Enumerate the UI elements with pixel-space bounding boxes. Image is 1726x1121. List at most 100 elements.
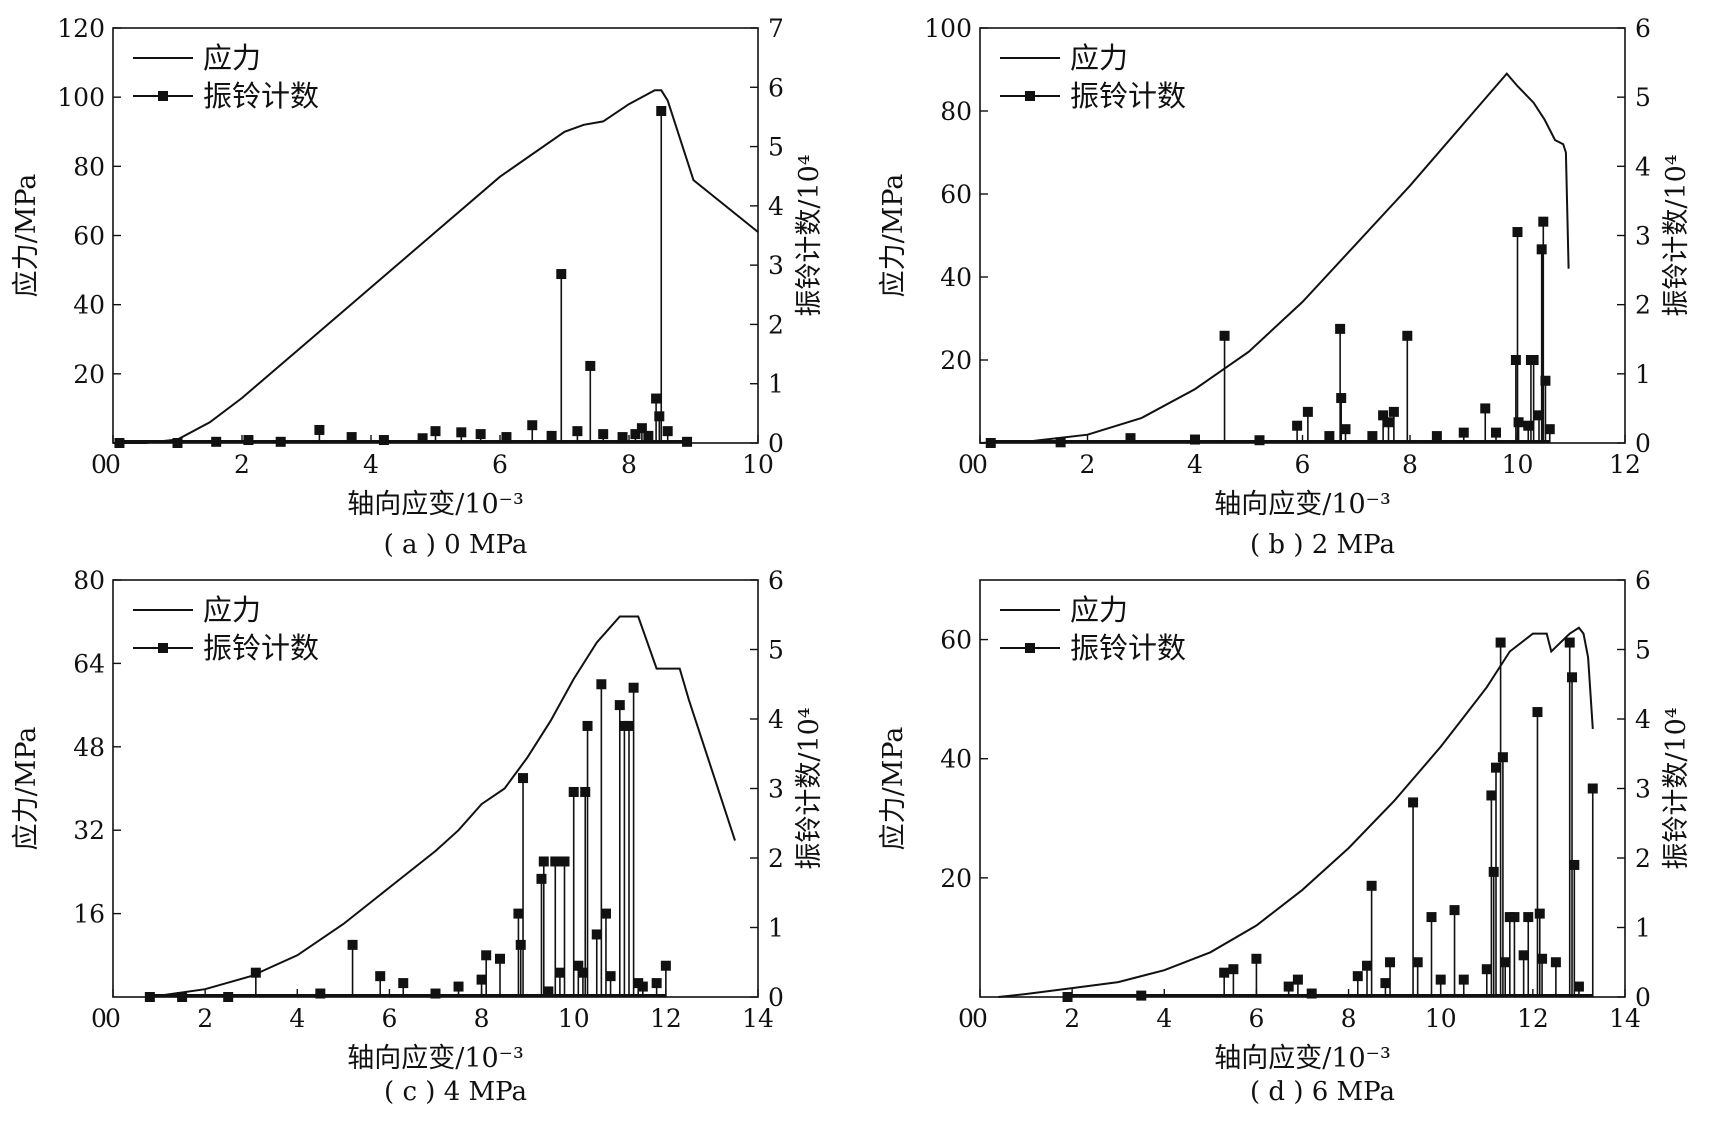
legend-ring-marker — [158, 91, 168, 101]
ring-count-marker — [572, 426, 583, 437]
ring-count-marker — [1362, 960, 1372, 971]
legend-stress-label: 应力 — [203, 41, 261, 75]
y-tick-label: 60 — [73, 222, 105, 251]
ring-count-marker — [346, 432, 357, 443]
ring-count-marker — [585, 360, 596, 371]
y-tick-label: 64 — [73, 649, 105, 678]
ring-count-marker — [1564, 637, 1575, 648]
y2-tick-label: 5 — [1635, 83, 1651, 112]
y-tick-label: 40 — [73, 291, 105, 320]
ring-count-marker — [605, 971, 616, 982]
ring-count-marker — [1491, 427, 1501, 438]
y-tick-label: 20 — [940, 346, 972, 375]
x-axis-title: 轴向应变/10⁻³ — [1214, 489, 1391, 520]
x-tick-label: 0 — [105, 1004, 121, 1033]
ring-count-marker — [546, 430, 557, 441]
ring-count-marker — [481, 950, 492, 961]
ring-count-marker — [211, 436, 222, 447]
ring-count-marker — [573, 960, 584, 971]
ring-count-marker — [1569, 859, 1580, 870]
ring-count-marker — [1062, 992, 1073, 1002]
x-tick-label: 2 — [1064, 1004, 1080, 1033]
y-tick-label: 80 — [73, 566, 105, 595]
x-tick-label: 8 — [1341, 1004, 1357, 1033]
y-tick-label: 60 — [940, 180, 972, 209]
chart-panel-1: 0 2 4 6 8 10 120204060801000123456轴向应变/10⁻³应力/… — [878, 14, 1692, 560]
ring-count-marker — [1219, 967, 1230, 978]
ring-count-marker — [617, 432, 628, 443]
ring-count-marker — [1488, 866, 1499, 877]
legend-stress-label: 应力 — [203, 593, 261, 627]
x-tick-label: 14 — [742, 1004, 774, 1033]
x-tick-label: 10 — [1425, 1004, 1457, 1033]
ring-count-marker — [643, 430, 654, 441]
ring-count-marker — [1567, 672, 1578, 683]
ring-count-marker — [577, 967, 588, 978]
ring-count-marker — [1340, 424, 1351, 435]
ring-count-marker — [550, 856, 561, 867]
legend-stress-label: 应力 — [1070, 593, 1128, 627]
ring-count-marker — [1254, 435, 1265, 446]
ring-count-marker — [375, 971, 386, 982]
x-tick-label: 12 — [1609, 450, 1641, 479]
ring-count-marker — [582, 720, 593, 731]
ring-count-marker — [1380, 978, 1391, 989]
ring-count-marker — [536, 873, 547, 884]
ring-count-marker — [1412, 957, 1423, 968]
origin-label: 0 — [91, 1004, 107, 1033]
ring-count-marker — [1055, 437, 1066, 448]
ring-count-marker — [177, 992, 188, 1002]
ring-count-marker — [1538, 216, 1549, 227]
ring-count-marker — [1497, 752, 1508, 763]
ring-count-marker — [1292, 420, 1303, 431]
ring-count-marker — [1388, 406, 1399, 417]
x-tick-label: 6 — [1248, 1004, 1264, 1033]
ring-count-marker — [144, 992, 155, 1002]
ring-count-marker — [1458, 427, 1469, 438]
x-tick-label: 10 — [742, 450, 774, 479]
x-tick-label: 6 — [381, 1004, 397, 1033]
y-tick-label: 40 — [940, 263, 972, 292]
ring-count-marker — [275, 436, 286, 447]
ring-count-marker — [556, 269, 567, 280]
y2-axis-title: 振铃计数/10⁴ — [794, 707, 825, 869]
ring-count-marker — [654, 411, 665, 422]
ring-count-marker — [656, 106, 667, 116]
origin-label: 0 — [958, 1004, 974, 1033]
y2-tick-label: 0 — [768, 429, 784, 458]
ring-count-marker — [598, 429, 609, 440]
y-axis-title: 应力/MPa — [878, 727, 909, 851]
ring-count-marker — [1283, 981, 1294, 992]
y2-tick-label: 4 — [768, 705, 784, 734]
ring-count-marker — [1431, 431, 1442, 442]
stress-line — [998, 626, 1594, 998]
ring-count-marker — [417, 433, 428, 444]
y2-axis-title: 振铃计数/10⁴ — [1661, 154, 1692, 316]
x-tick-label: 0 — [105, 450, 121, 479]
ring-count-marker — [1385, 957, 1396, 968]
ring-count-series — [985, 216, 1555, 448]
ring-count-marker — [554, 967, 565, 978]
x-tick-label: 12 — [1517, 1004, 1549, 1033]
x-tick-label: 8 — [474, 1004, 490, 1033]
ring-count-marker — [1383, 417, 1394, 428]
x-tick-label: 12 — [650, 1004, 682, 1033]
ring-count-marker — [243, 435, 254, 446]
ring-count-marker — [453, 981, 464, 992]
ring-count-marker — [223, 992, 234, 1002]
legend-ring-marker — [158, 643, 168, 653]
x-tick-label: 2 — [234, 450, 250, 479]
ring-count-marker — [1302, 406, 1313, 417]
x-tick-label: 0 — [972, 1004, 988, 1033]
y-tick-label: 100 — [924, 14, 972, 43]
ring-count-marker — [1228, 964, 1239, 975]
y2-tick-label: 2 — [1635, 291, 1651, 320]
x-tick-label: 14 — [1609, 1004, 1641, 1033]
ring-count-marker — [1528, 355, 1539, 365]
ring-count-marker — [430, 988, 441, 999]
ring-count-marker — [1435, 974, 1446, 985]
ring-count-marker — [543, 986, 554, 997]
y2-tick-label: 0 — [1635, 983, 1651, 1012]
